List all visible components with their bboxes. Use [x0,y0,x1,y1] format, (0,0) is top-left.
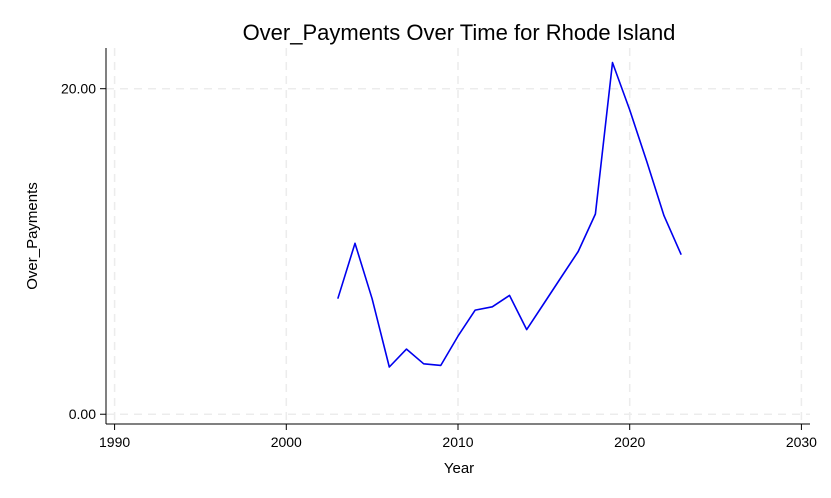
x-tick-label-0: 1990 [99,434,130,450]
y-tick-label-0: 0.00 [69,406,96,422]
y-axis-label: Over_Payments [24,182,41,290]
x-tick-label-4: 2030 [786,434,817,450]
axes: 1990 2000 2010 2020 2030 0.00 20.00 [61,48,817,450]
x-axis-label: Year [444,460,474,477]
series-layer [337,61,682,368]
chart-title: Over_Payments Over Time for Rhode Island [243,20,676,45]
x-tick-label-3: 2020 [614,434,645,450]
x-tick-label-1: 2000 [271,434,302,450]
x-tick-label-2: 2010 [442,434,473,450]
series-line-0 [337,61,682,368]
gridlines [106,48,810,424]
y-tick-label-1: 20.00 [61,81,96,97]
